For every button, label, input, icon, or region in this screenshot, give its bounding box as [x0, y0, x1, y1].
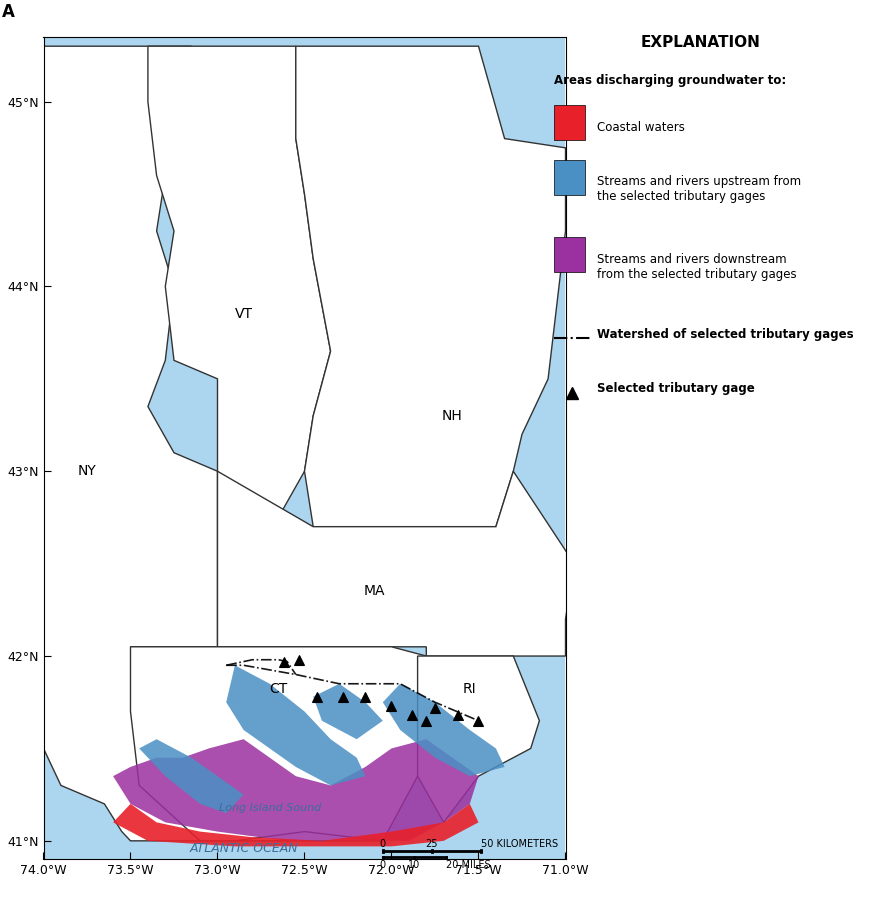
- Bar: [554, 237, 584, 273]
- Text: Long Island Sound: Long Island Sound: [218, 803, 321, 812]
- Polygon shape: [295, 46, 565, 527]
- Polygon shape: [130, 471, 574, 656]
- Text: Streams and rivers downstream
from the selected tributary gages: Streams and rivers downstream from the s…: [596, 253, 795, 281]
- Text: ATLANTIC OCEAN: ATLANTIC OCEAN: [189, 842, 297, 855]
- Text: NH: NH: [441, 408, 462, 423]
- Text: Areas discharging groundwater to:: Areas discharging groundwater to:: [554, 74, 786, 87]
- Polygon shape: [130, 647, 426, 841]
- Polygon shape: [417, 656, 539, 822]
- Polygon shape: [139, 739, 243, 813]
- Text: 20 MILES: 20 MILES: [446, 860, 490, 870]
- Text: RI: RI: [462, 682, 476, 697]
- Polygon shape: [382, 684, 504, 776]
- Bar: [554, 160, 584, 195]
- Polygon shape: [226, 665, 365, 785]
- Text: 0: 0: [379, 860, 386, 870]
- Text: MA: MA: [363, 584, 384, 599]
- Text: Coastal waters: Coastal waters: [596, 121, 684, 134]
- Polygon shape: [148, 46, 330, 517]
- Polygon shape: [113, 739, 478, 841]
- Text: 0: 0: [379, 839, 386, 849]
- Text: EXPLANATION: EXPLANATION: [640, 35, 760, 51]
- Text: VT: VT: [235, 307, 252, 322]
- Text: A: A: [2, 3, 15, 20]
- Text: 10: 10: [408, 860, 420, 870]
- Text: NY: NY: [77, 464, 96, 479]
- Text: CT: CT: [269, 682, 287, 697]
- Polygon shape: [313, 684, 382, 739]
- Text: Watershed of selected tributary gages: Watershed of selected tributary gages: [596, 328, 852, 341]
- Bar: [554, 105, 584, 140]
- Text: Selected tributary gage: Selected tributary gage: [596, 383, 753, 395]
- Polygon shape: [43, 46, 382, 841]
- Text: 25: 25: [425, 839, 438, 849]
- Text: Streams and rivers upstream from
the selected tributary gages: Streams and rivers upstream from the sel…: [596, 176, 800, 203]
- Polygon shape: [113, 804, 478, 846]
- Text: 50 KILOMETERS: 50 KILOMETERS: [481, 839, 558, 849]
